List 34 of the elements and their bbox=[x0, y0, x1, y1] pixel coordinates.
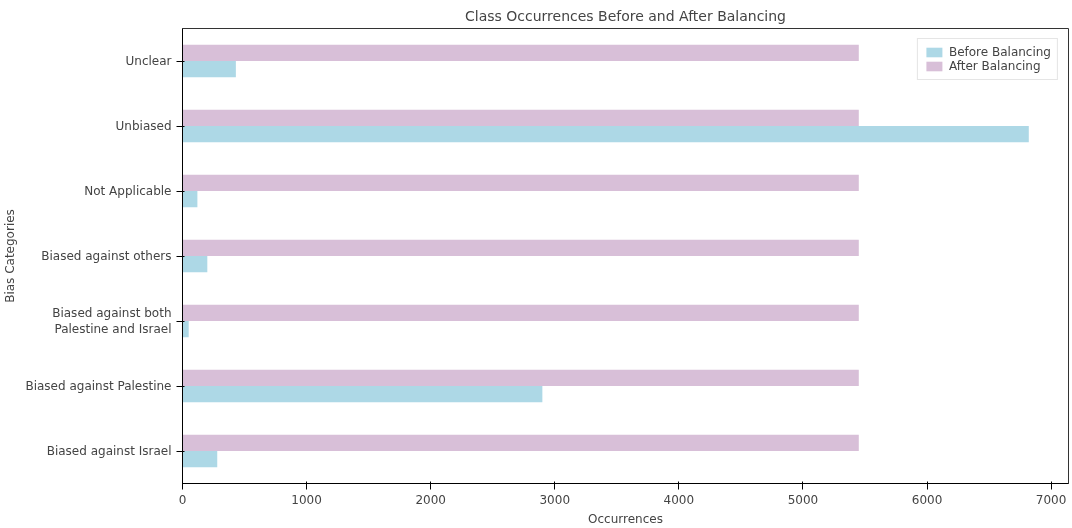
bar bbox=[182, 369, 859, 386]
y-tick-label: Biased against both Palestine and Israel bbox=[52, 305, 172, 337]
y-tick-label: Biased against Palestine bbox=[25, 379, 172, 393]
y-tick-label: Unbiased bbox=[115, 119, 172, 133]
x-axis-title: Occurrences bbox=[588, 511, 663, 526]
bar bbox=[182, 321, 189, 338]
legend-label: After Balancing bbox=[948, 59, 1041, 73]
bar bbox=[182, 126, 1029, 143]
bar bbox=[182, 386, 543, 403]
bar bbox=[182, 304, 859, 321]
legend-label: Before Balancing bbox=[948, 45, 1051, 59]
x-tick-label: 0 bbox=[178, 492, 187, 507]
x-tick-label: 3000 bbox=[539, 492, 571, 507]
bar bbox=[182, 44, 859, 61]
x-tick-label: 4000 bbox=[663, 492, 695, 507]
y-tick-label: Biased against Israel bbox=[46, 444, 172, 458]
y-tick-label: Not Applicable bbox=[84, 184, 172, 198]
y-tick-label: Unclear bbox=[125, 54, 172, 68]
bar bbox=[182, 61, 236, 78]
bar bbox=[182, 239, 859, 256]
x-tick-label: 5000 bbox=[787, 492, 819, 507]
y-axis-title: Bias Categories bbox=[3, 209, 18, 303]
chart-title: Class Occurrences Before and After Balancing bbox=[464, 7, 787, 24]
x-tick-label: 2000 bbox=[415, 492, 446, 507]
y-tick-label: Biased against others bbox=[41, 249, 172, 263]
x-tick-label: 6000 bbox=[911, 492, 943, 507]
bar bbox=[182, 191, 198, 208]
x-tick-label: 7000 bbox=[1035, 492, 1067, 507]
bar bbox=[182, 256, 208, 273]
bar bbox=[182, 434, 859, 451]
bar bbox=[182, 451, 218, 468]
x-tick-label: 1000 bbox=[291, 492, 322, 507]
bar bbox=[182, 109, 859, 126]
bar bbox=[182, 174, 859, 191]
